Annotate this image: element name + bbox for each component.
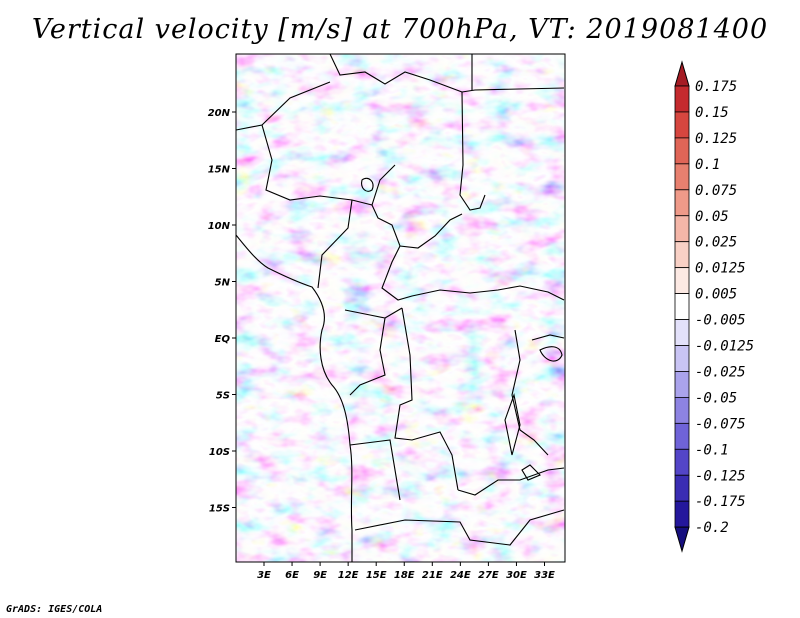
colorbar-swatch (674, 319, 690, 346)
colorbar-label: 0.125 (695, 131, 737, 147)
lon-tick-label: 6E (285, 570, 299, 581)
colorbar-swatch (674, 293, 690, 320)
colorbar-label: 0.15 (695, 105, 729, 121)
colorbar-label: 0.0125 (695, 261, 746, 277)
lat-tick-label: 5S (216, 391, 230, 402)
colorbar-swatch (674, 163, 690, 191)
lat-tick-label: 5N (215, 278, 231, 289)
colorbar-swatch (674, 500, 690, 528)
colorbar-top-arrow (674, 60, 690, 87)
lon-tick-label: 27E (478, 570, 499, 581)
colorbar: 0.175 0.15 0.125 0.1 0.075 0.05 0.025 0.0125 0.0… (674, 60, 754, 553)
colorbar-swatch (674, 345, 690, 372)
lat-tick-label: 10S (209, 447, 230, 458)
chart-title: Vertical velocity [m/s] at 700hPa, VT: 2… (31, 14, 769, 45)
colorbar-label: -0.005 (695, 313, 746, 329)
colorbar-label: -0.075 (695, 416, 746, 432)
lat-tick-label: EQ (215, 334, 231, 345)
colorbar-label: 0.05 (695, 209, 729, 225)
lat-tick-label: 10N (208, 221, 231, 232)
latitude-axis: 20N 15N 10N 5N EQ 5S 10S 15S (208, 108, 236, 515)
lon-tick-label: 3E (257, 570, 271, 581)
colorbar-swatch (674, 85, 690, 113)
lat-tick-label: 15S (209, 504, 230, 515)
velocity-field (236, 54, 565, 562)
lat-tick-label: 15N (208, 165, 231, 176)
colorbar-swatch (674, 371, 690, 398)
lon-tick-label: 18E (394, 570, 415, 581)
colorbar-swatch (674, 215, 690, 243)
grads-credit: GrADS: IGES/COLA (6, 604, 103, 615)
colorbar-swatch (674, 189, 690, 217)
colorbar-swatch (674, 396, 690, 424)
map-frame (235, 53, 566, 563)
colorbar-swatch (674, 137, 690, 165)
colorbar-swatch (674, 474, 690, 502)
lon-tick-label: 24E (450, 570, 471, 581)
coastlines-and-borders (236, 54, 565, 562)
colorbar-swatch (674, 422, 690, 450)
colorbar-label: -0.125 (695, 468, 746, 484)
colorbar-bottom-arrow (674, 526, 690, 553)
colorbar-label: 0.025 (695, 235, 737, 251)
colorbar-label: 0.175 (695, 79, 737, 95)
longitude-axis: 3E 6E 9E 12E 15E 18E 21E 24E 27E 30E 33E (257, 562, 555, 581)
colorbar-swatch (674, 241, 690, 269)
lon-tick-label: 15E (366, 570, 387, 581)
colorbar-label: -0.025 (695, 364, 746, 380)
colorbar-label: 0.005 (695, 287, 737, 303)
colorbar-label: 0.075 (695, 183, 737, 199)
colorbar-label: -0.175 (695, 494, 746, 510)
colorbar-label: -0.05 (695, 390, 737, 406)
colorbar-swatch (674, 267, 690, 294)
lat-tick-label: 20N (208, 108, 231, 119)
lon-tick-label: 12E (338, 570, 359, 581)
colorbar-label: -0.1 (695, 442, 729, 458)
colorbar-label: -0.2 (695, 520, 729, 536)
colorbar-swatch (674, 448, 690, 476)
lon-tick-label: 21E (422, 570, 443, 581)
colorbar-swatch (674, 111, 690, 139)
colorbar-label: -0.0125 (695, 339, 754, 355)
colorbar-label: 0.1 (695, 157, 720, 173)
lon-tick-label: 9E (313, 570, 327, 581)
lon-tick-label: 33E (534, 570, 555, 581)
lon-tick-label: 30E (506, 570, 527, 581)
